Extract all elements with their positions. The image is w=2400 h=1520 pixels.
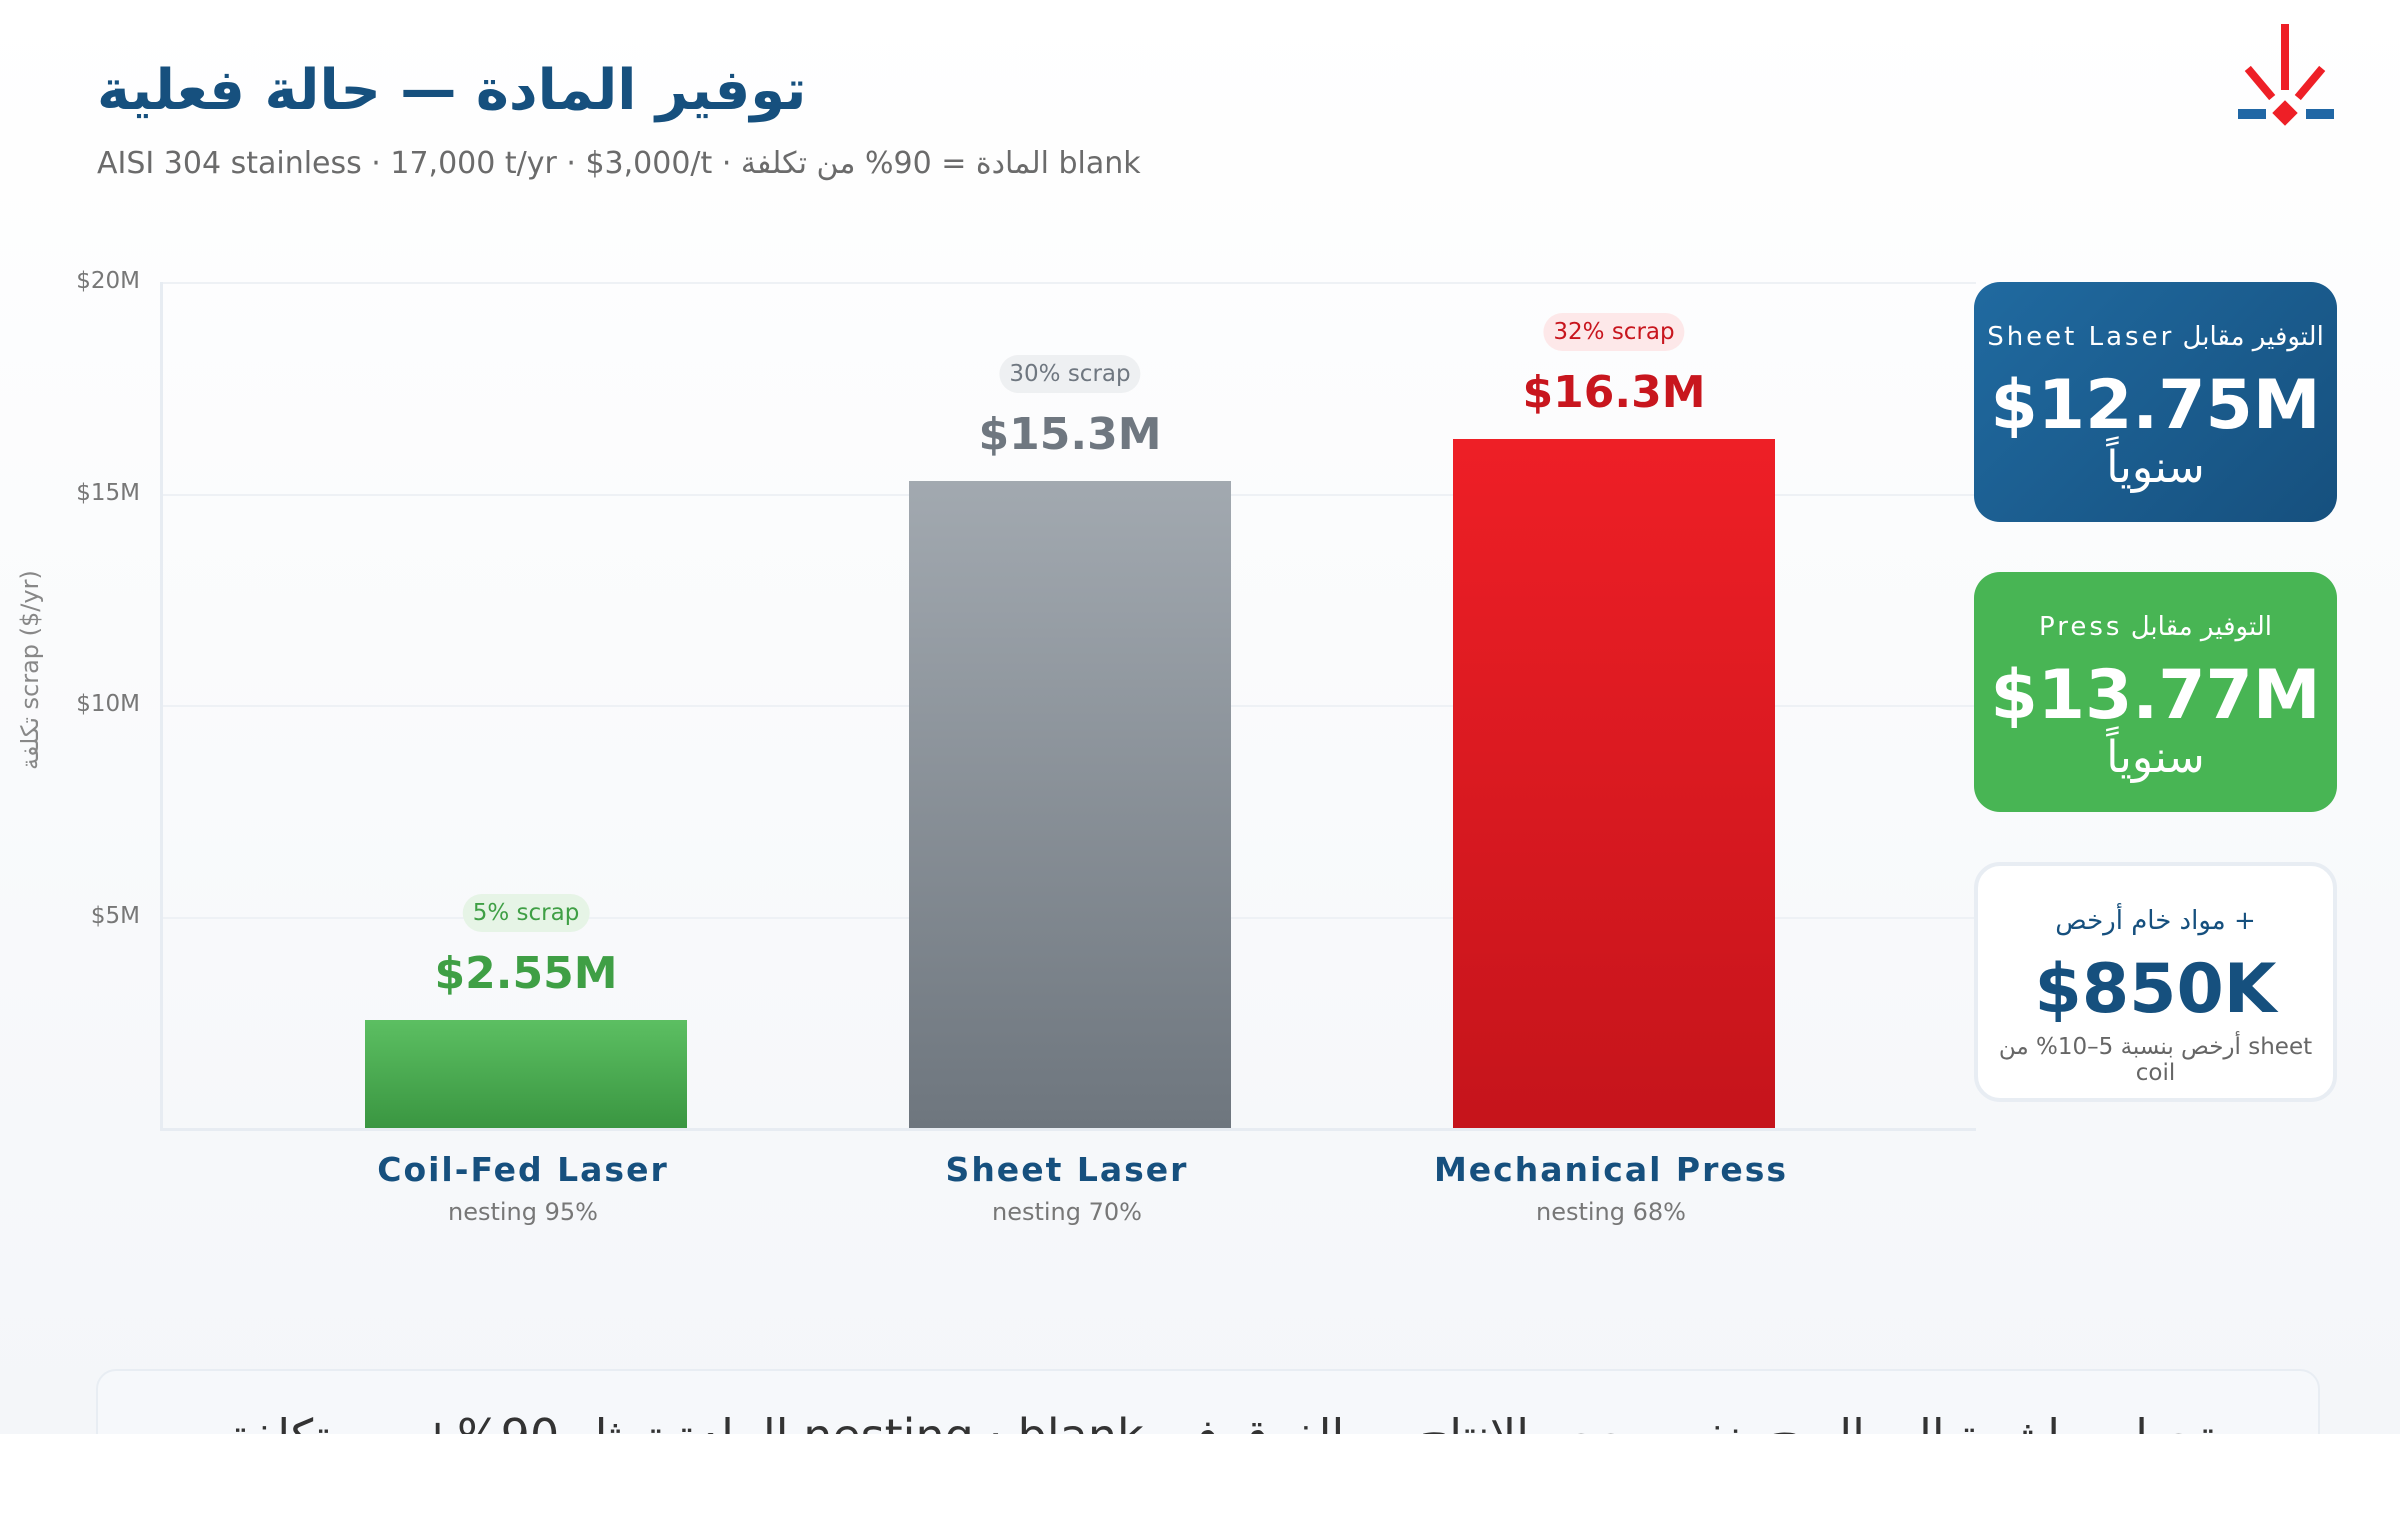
gridline [163, 282, 1976, 284]
scrap-badge: 5% scrap [462, 894, 590, 933]
card-value: $13.77M [1990, 656, 2321, 735]
card-value: $850K [2034, 950, 2277, 1029]
savings-card-sheet-laser: التوفير مقابل Sheet Laser $12.75M سنوياً [1974, 282, 2337, 522]
laser-logo-icon [2238, 24, 2334, 126]
summary-note: يتحول مباشرة إلى الربح بنفس حجم الإنتاج … [96, 1369, 2320, 1434]
category-label: Sheet Laser [945, 1150, 1189, 1189]
scrap-badge: 32% scrap [1543, 312, 1685, 351]
card-label: + مواد خام أرخص [2055, 906, 2256, 936]
card-label: التوفير مقابل Press [2039, 612, 2272, 642]
savings-card-press: التوفير مقابل Press $13.77M سنوياً [1974, 572, 2337, 812]
raw-material-card: + مواد خام أرخص $850K sheet أرخص بنسبة 5… [1974, 862, 2337, 1102]
card-sub: سنوياً [2106, 442, 2205, 493]
bar-value-label: $2.55M [434, 948, 618, 1000]
bar-1 [909, 480, 1231, 1128]
page-subtitle: AISI 304 stainless · 17,000 t/yr · $3,00… [97, 146, 1141, 181]
bar-0 [365, 1020, 687, 1128]
bar-value-label: $16.3M [1522, 366, 1706, 418]
y-tick-label: $10M [76, 691, 140, 717]
card-sub: sheet أرخص بنسبة 5–10% من coil [1998, 1034, 2313, 1086]
nesting-label: nesting 70% [992, 1198, 1142, 1226]
stage: توفير المادة — حالة فعلية AISI 304 stain… [0, 0, 2400, 1434]
scrap-badge: 30% scrap [999, 354, 1141, 393]
bar-2 [1453, 438, 1775, 1128]
bar-value-label: $15.3M [978, 408, 1162, 460]
category-label: Mechanical Press [1433, 1150, 1789, 1189]
summary-text: يتحول مباشرة إلى الربح بنفس حجم الإنتاج … [228, 1409, 2228, 1434]
page-title: توفير المادة — حالة فعلية [97, 58, 807, 123]
plot-area: $2.55M 5% scrap $15.3M 30% scrap $16.3M 32% s… [160, 282, 1976, 1131]
y-tick-label: $15M [76, 479, 140, 506]
nesting-label: nesting 95% [448, 1198, 598, 1226]
card-sub: سنوياً [2106, 732, 2205, 783]
card-label: التوفير مقابل Sheet Laser [1987, 322, 2324, 352]
y-tick-label: $5M [90, 902, 140, 929]
card-value: $12.75M [1990, 366, 2321, 445]
nesting-label: nesting 68% [1536, 1198, 1686, 1226]
category-label: Coil-Fed Laser [377, 1150, 669, 1189]
y-tick-label: $20M [76, 268, 140, 294]
